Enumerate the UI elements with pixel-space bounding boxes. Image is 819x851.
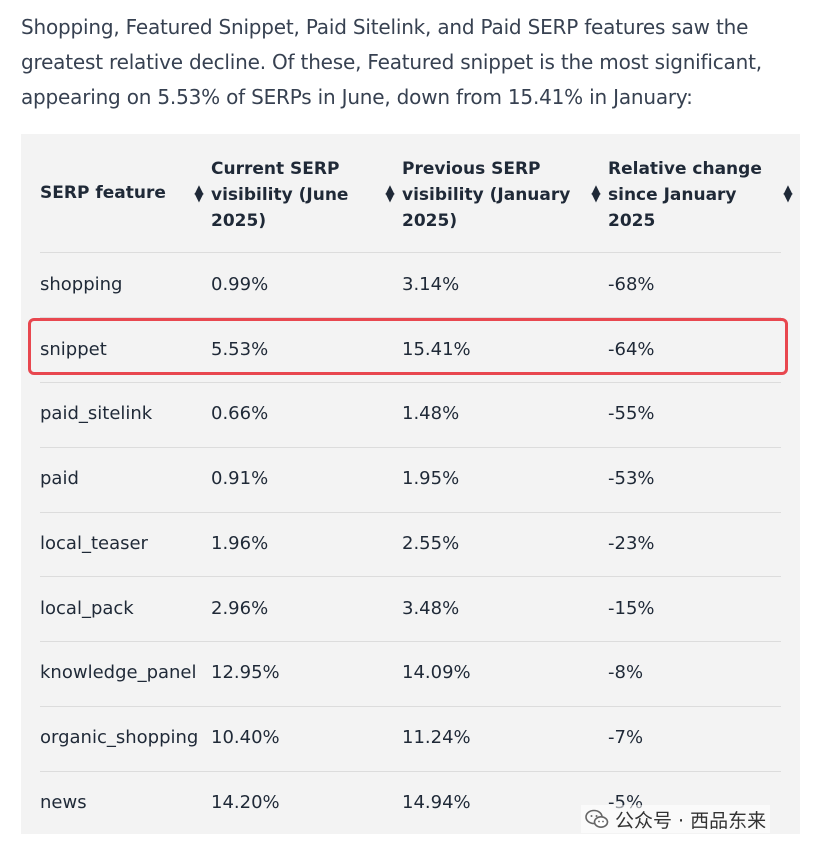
cell-previous: 11.24% xyxy=(402,727,471,748)
cell-current: 14.20% xyxy=(211,792,280,813)
column-header-label: Current SERP visibility (June 2025) xyxy=(211,159,349,231)
watermark-text: 公众号 · 西品东来 xyxy=(615,809,767,832)
sort-icon[interactable]: ▲ ▼ xyxy=(194,182,204,204)
cell-change: -15% xyxy=(608,598,655,619)
cell-change: -68% xyxy=(608,274,655,295)
row-divider xyxy=(40,317,781,318)
cell-current: 5.53% xyxy=(211,339,269,360)
column-header-label: Previous SERP visibility (January 2025) xyxy=(402,159,571,231)
cell-current: 0.99% xyxy=(211,274,269,295)
row-divider xyxy=(40,771,781,772)
cell-feature: knowledge_panel xyxy=(40,662,197,683)
intro-paragraph: Shopping, Featured Snippet, Paid Sitelin… xyxy=(21,15,762,109)
cell-current: 0.91% xyxy=(211,468,269,489)
cell-change: -23% xyxy=(608,533,655,554)
cell-feature: local_teaser xyxy=(40,533,148,554)
sort-icon[interactable]: ▲ ▼ xyxy=(783,182,793,204)
cell-current: 12.95% xyxy=(211,662,280,683)
cell-feature: snippet xyxy=(40,339,107,360)
row-divider xyxy=(40,706,781,707)
column-header-current-visibility[interactable]: Current SERP visibility (June 2025) xyxy=(211,156,371,234)
row-divider xyxy=(40,641,781,642)
column-header-serp-feature[interactable]: SERP feature xyxy=(40,180,190,206)
cell-previous: 2.55% xyxy=(402,533,460,554)
cell-current: 1.96% xyxy=(211,533,269,554)
row-divider xyxy=(40,252,781,253)
cell-feature: shopping xyxy=(40,274,123,295)
cell-feature: paid_sitelink xyxy=(40,403,153,424)
serp-feature-table: SERP feature ▲ ▼ Current SERP visibility … xyxy=(21,134,800,834)
cell-previous: 3.14% xyxy=(402,274,460,295)
sort-icon[interactable]: ▲ ▼ xyxy=(591,182,601,204)
cell-feature: news xyxy=(40,792,87,813)
cell-current: 10.40% xyxy=(211,727,280,748)
wechat-icon xyxy=(585,809,609,829)
cell-change: -53% xyxy=(608,468,655,489)
cell-current: 2.96% xyxy=(211,598,269,619)
highlight-box xyxy=(28,318,788,375)
cell-feature: paid xyxy=(40,468,79,489)
cell-change: -55% xyxy=(608,403,655,424)
cell-previous: 15.41% xyxy=(402,339,471,360)
watermark: 公众号 · 西品东来 xyxy=(581,805,771,833)
cell-change: -7% xyxy=(608,727,644,748)
row-divider xyxy=(40,576,781,577)
cell-feature: organic_shopping xyxy=(40,727,199,748)
row-divider xyxy=(40,447,781,448)
row-divider xyxy=(40,382,781,383)
cell-change: -8% xyxy=(608,662,644,683)
cell-previous: 3.48% xyxy=(402,598,460,619)
cell-previous: 14.09% xyxy=(402,662,471,683)
row-divider xyxy=(40,512,781,513)
column-header-label: Relative change since January 2025 xyxy=(608,159,762,231)
cell-previous: 1.95% xyxy=(402,468,460,489)
cell-previous: 14.94% xyxy=(402,792,471,813)
column-header-relative-change[interactable]: Relative change since January 2025 xyxy=(608,156,778,234)
column-header-previous-visibility[interactable]: Previous SERP visibility (January 2025) xyxy=(402,156,572,234)
cell-change: -64% xyxy=(608,339,655,360)
column-header-label: SERP feature xyxy=(40,183,166,203)
cell-previous: 1.48% xyxy=(402,403,460,424)
cell-current: 0.66% xyxy=(211,403,269,424)
sort-icon[interactable]: ▲ ▼ xyxy=(385,182,395,204)
cell-feature: local_pack xyxy=(40,598,134,619)
